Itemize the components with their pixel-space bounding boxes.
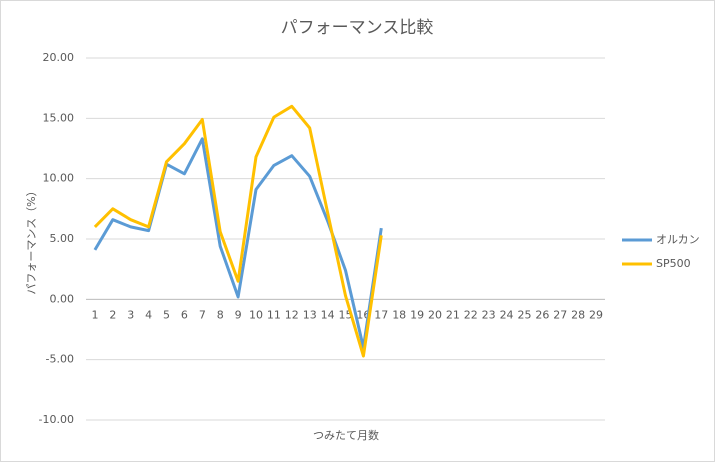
x-tick-label: 9 — [235, 308, 242, 321]
x-tick-label: 11 — [267, 308, 281, 321]
x-tick-label: 18 — [392, 308, 406, 321]
x-tick-label: 27 — [553, 308, 567, 321]
x-tick-label: 7 — [199, 308, 206, 321]
legend-label: オルカン — [656, 233, 700, 246]
x-tick-label: 22 — [464, 308, 478, 321]
legend-label: SP500 — [656, 257, 691, 270]
y-tick-label: 5.00 — [50, 232, 75, 245]
x-tick-label: 2 — [109, 308, 116, 321]
x-axis-label: つみたて月数 — [313, 429, 379, 442]
y-tick-label: -10.00 — [39, 413, 74, 426]
y-tick-label: 15.00 — [43, 111, 75, 124]
y-tick-label: 20.00 — [43, 51, 75, 64]
y-tick-label: 10.00 — [43, 172, 75, 185]
x-tick-label: 28 — [571, 308, 585, 321]
x-tick-label: 12 — [285, 308, 299, 321]
x-tick-label: 19 — [410, 308, 424, 321]
x-tick-label: 6 — [181, 308, 188, 321]
y-tick-label: 0.00 — [50, 292, 75, 305]
x-tick-label: 10 — [249, 308, 263, 321]
x-tick-label: 23 — [482, 308, 496, 321]
x-tick-label: 4 — [145, 308, 152, 321]
x-tick-label: 20 — [428, 308, 442, 321]
y-axis-label: パフォーマンス（%） — [25, 185, 38, 294]
x-tick-label: 17 — [374, 308, 388, 321]
y-tick-label: -5.00 — [46, 353, 74, 366]
x-tick-label: 3 — [127, 308, 134, 321]
x-tick-label: 26 — [535, 308, 549, 321]
series-line — [93, 104, 383, 358]
x-tick-label: 13 — [303, 308, 317, 321]
x-tick-label: 1 — [91, 308, 98, 321]
x-tick-label: 21 — [446, 308, 460, 321]
x-tick-label: 5 — [163, 308, 170, 321]
x-tick-label: 14 — [321, 308, 335, 321]
x-tick-label: 8 — [217, 308, 224, 321]
x-tick-label: 24 — [500, 308, 514, 321]
x-tick-label: 25 — [517, 308, 531, 321]
x-tick-label: 29 — [589, 308, 603, 321]
chart-title: パフォーマンス比較 — [281, 18, 434, 38]
